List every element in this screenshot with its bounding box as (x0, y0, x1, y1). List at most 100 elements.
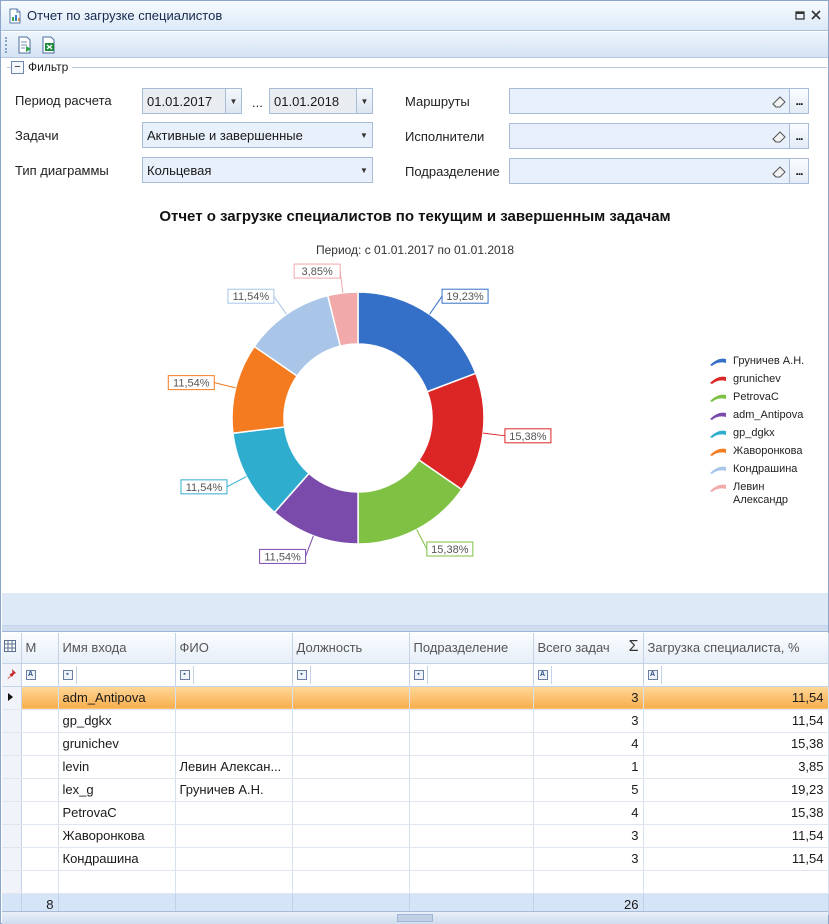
col-fio[interactable]: ФИО (175, 633, 293, 664)
cell-total-tasks[interactable]: 4 (533, 732, 644, 756)
table-row[interactable]: lex_g Груничев А.Н. 5 19,23 (2, 778, 829, 802)
row-indicator[interactable] (2, 801, 22, 825)
row-indicator[interactable] (2, 755, 22, 779)
scroll-handle[interactable] (397, 914, 433, 922)
cell-m[interactable] (21, 686, 59, 710)
cell-load[interactable]: 11,54 (643, 847, 829, 871)
cell-position[interactable] (292, 847, 410, 871)
row-indicator[interactable] (2, 732, 22, 756)
col-login[interactable]: Имя входа (58, 633, 176, 664)
cell-login[interactable]: gp_dgkx (58, 709, 176, 733)
col-total-tasks[interactable]: Всего задач Σ (533, 633, 644, 664)
col-load[interactable]: Загрузка специалиста, % (643, 633, 829, 664)
cell-fio[interactable]: Левин Алексан... (175, 755, 293, 779)
cell-m[interactable] (21, 778, 59, 802)
cell-login[interactable]: grunichev (58, 732, 176, 756)
close-icon[interactable] (810, 9, 822, 21)
splitter[interactable] (2, 626, 828, 632)
cell-m[interactable] (21, 847, 59, 871)
cell-department[interactable] (409, 686, 534, 710)
chevron-down-icon[interactable]: ▼ (360, 130, 368, 140)
horizontal-scrollbar[interactable] (2, 911, 828, 924)
cell-total-tasks[interactable]: 1 (533, 755, 644, 779)
row-indicator[interactable] (2, 686, 22, 710)
cell-total-tasks[interactable]: 3 (533, 824, 644, 848)
filter-cell-fio[interactable]: ▪ (175, 663, 293, 687)
cell-m[interactable] (21, 732, 59, 756)
table-row[interactable]: gp_dgkx 3 11,54 (2, 709, 829, 733)
executors-field[interactable] (509, 123, 790, 149)
cell-total-tasks[interactable]: 4 (533, 801, 644, 825)
export-button[interactable] (14, 34, 36, 56)
cell-load[interactable]: 11,54 (643, 686, 829, 710)
cell-login[interactable]: Жаворонкова (58, 824, 176, 848)
cell-login[interactable]: adm_Antipova (58, 686, 176, 710)
cell-fio[interactable] (175, 801, 293, 825)
cell-load[interactable]: 11,54 (643, 824, 829, 848)
cell-fio[interactable]: Груничев А.Н. (175, 778, 293, 802)
cell-total-tasks[interactable]: 3 (533, 847, 644, 871)
toolbar-grip[interactable] (5, 36, 8, 53)
eraser-icon[interactable] (771, 93, 787, 109)
routes-browse-button[interactable]: ... (789, 88, 809, 114)
cell-load[interactable]: 3,85 (643, 755, 829, 779)
cell-m[interactable] (21, 801, 59, 825)
cell-load[interactable]: 11,54 (643, 709, 829, 733)
row-indicator[interactable] (2, 847, 22, 871)
cell-department[interactable] (409, 709, 534, 733)
cell-m[interactable] (21, 755, 59, 779)
cell-login[interactable]: PetrovaC (58, 801, 176, 825)
eraser-icon[interactable] (771, 128, 787, 144)
cell-login[interactable]: Кондрашина (58, 847, 176, 871)
cell-position[interactable] (292, 778, 410, 802)
cell-load[interactable]: 15,38 (643, 801, 829, 825)
cell-fio[interactable] (175, 709, 293, 733)
clear-filter-button[interactable] (2, 663, 22, 687)
cell-m[interactable] (21, 824, 59, 848)
period-from-field[interactable]: 01.01.2017 ▼ (142, 88, 242, 114)
column-chooser-button[interactable] (2, 633, 22, 664)
cell-fio[interactable] (175, 732, 293, 756)
excel-export-button[interactable] (38, 34, 60, 56)
table-row[interactable]: levin Левин Алексан... 1 3,85 (2, 755, 829, 779)
routes-field[interactable] (509, 88, 790, 114)
cell-fio[interactable] (175, 847, 293, 871)
collapse-icon[interactable]: − (11, 60, 24, 74)
table-row[interactable]: grunichev 4 15,38 (2, 732, 829, 756)
row-indicator[interactable] (2, 709, 22, 733)
cell-department[interactable] (409, 824, 534, 848)
cell-fio[interactable] (175, 686, 293, 710)
cell-position[interactable] (292, 686, 410, 710)
donut-slice[interactable] (357, 291, 477, 393)
restore-window-icon[interactable] (794, 9, 806, 21)
department-browse-button[interactable]: ... (789, 158, 809, 184)
filter-cell-department[interactable]: ▪ (409, 663, 534, 687)
chevron-down-icon[interactable]: ▼ (360, 165, 368, 175)
cell-load[interactable]: 15,38 (643, 732, 829, 756)
chevron-down-icon[interactable]: ▼ (356, 89, 372, 113)
table-row[interactable]: adm_Antipova 3 11,54 (2, 686, 829, 710)
cell-department[interactable] (409, 755, 534, 779)
filter-cell-m[interactable]: A (21, 663, 59, 687)
table-row[interactable]: PetrovaC 4 15,38 (2, 801, 829, 825)
table-row[interactable]: Кондрашина 3 11,54 (2, 847, 829, 871)
cell-position[interactable] (292, 801, 410, 825)
row-indicator[interactable] (2, 824, 22, 848)
filter-header[interactable]: − Фильтр (11, 60, 73, 74)
period-to-field[interactable]: 01.01.2018 ▼ (269, 88, 373, 114)
cell-login[interactable]: lex_g (58, 778, 176, 802)
eraser-icon[interactable] (771, 163, 787, 179)
row-indicator[interactable] (2, 778, 22, 802)
cell-login[interactable]: levin (58, 755, 176, 779)
cell-position[interactable] (292, 732, 410, 756)
cell-total-tasks[interactable]: 3 (533, 686, 644, 710)
cell-fio[interactable] (175, 824, 293, 848)
col-department[interactable]: Подразделение (409, 633, 534, 664)
cell-total-tasks[interactable]: 5 (533, 778, 644, 802)
cell-department[interactable] (409, 801, 534, 825)
chart-type-select[interactable]: Кольцевая ▼ (142, 157, 373, 183)
col-position[interactable]: Должность (292, 633, 410, 664)
executors-browse-button[interactable]: ... (789, 123, 809, 149)
cell-department[interactable] (409, 778, 534, 802)
cell-position[interactable] (292, 824, 410, 848)
